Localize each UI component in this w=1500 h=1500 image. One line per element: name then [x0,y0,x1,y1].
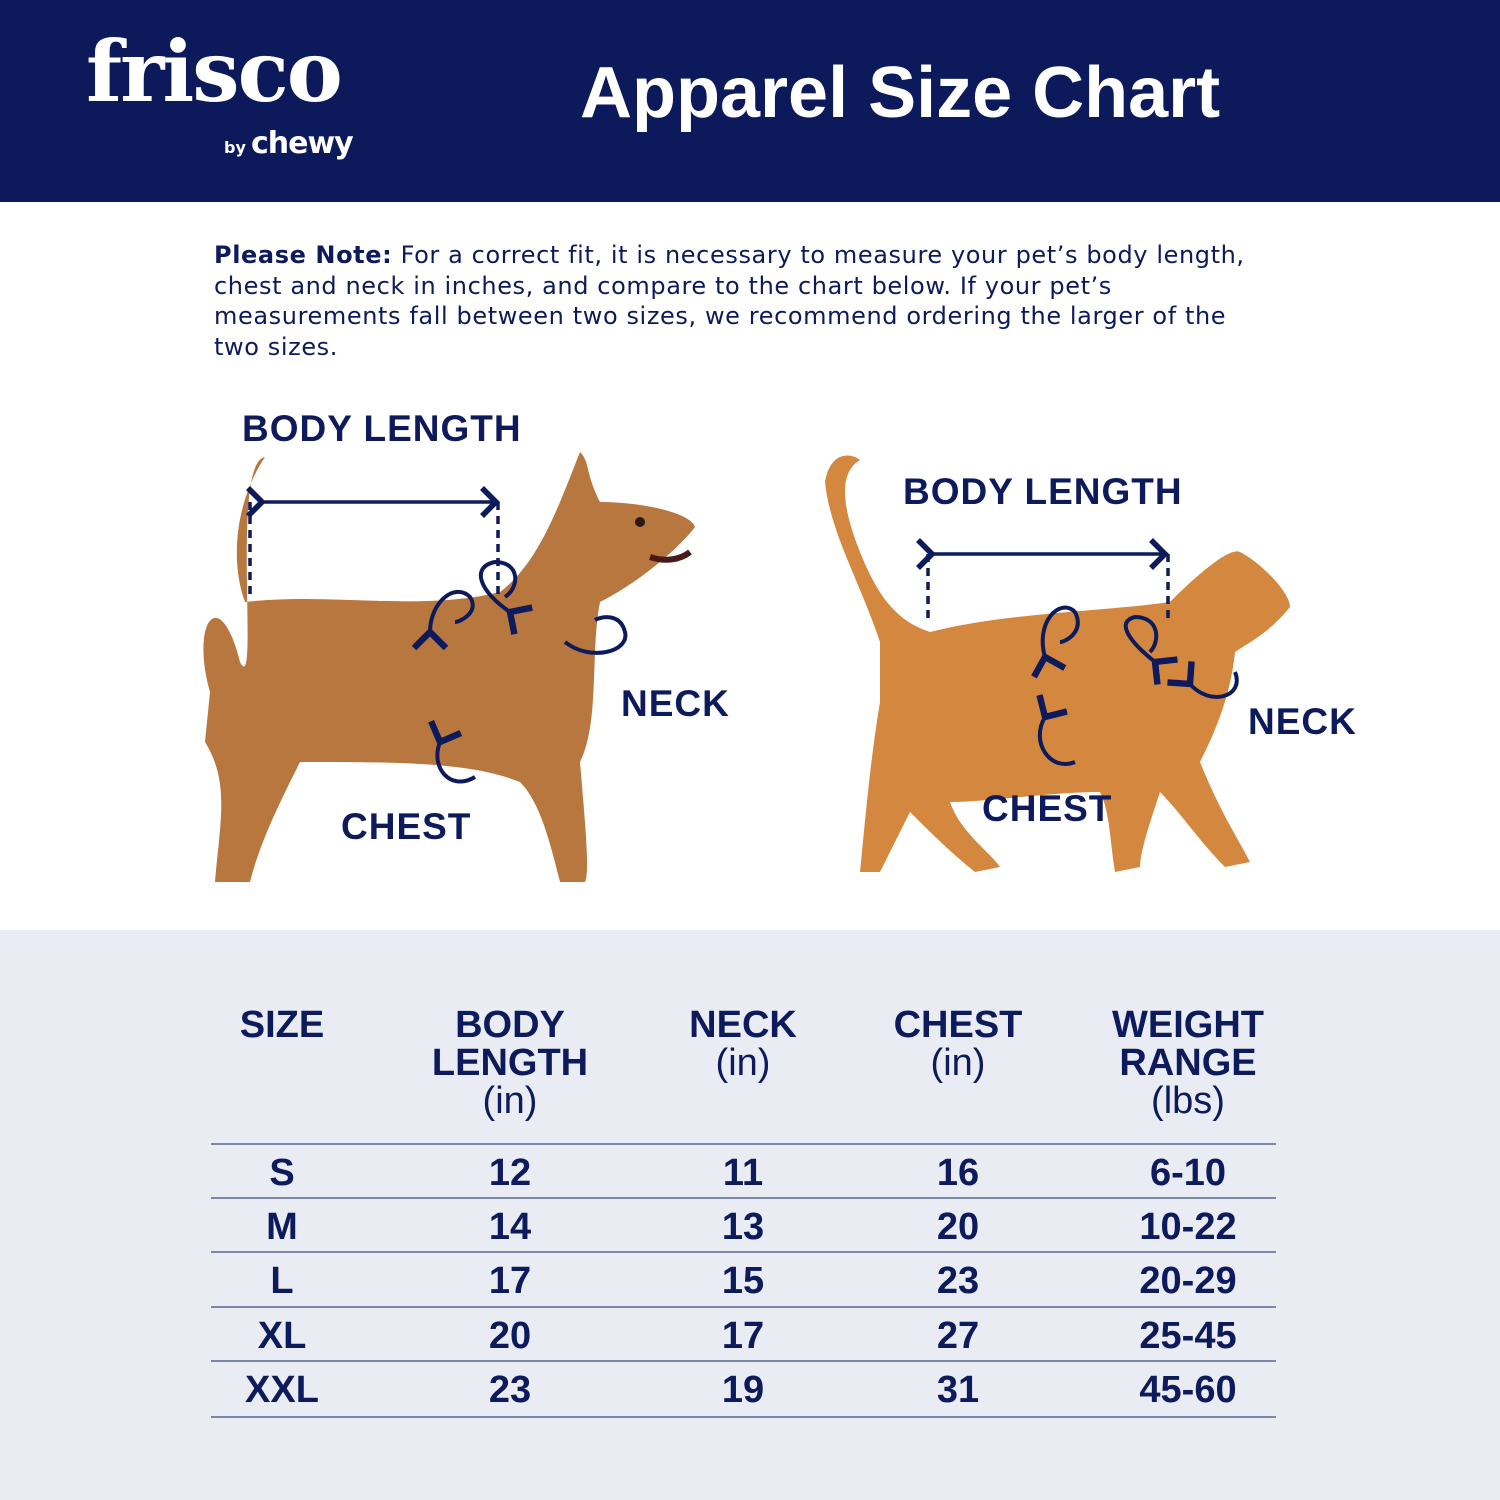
dog-body-length-arrow [246,486,500,597]
please-note: Please Note: For a correct fit, it is ne… [214,240,1264,362]
header-chest: CHEST (in) [893,1004,1023,1084]
cell-size: L [270,1260,294,1303]
cell-neck: 13 [721,1206,765,1249]
cat-neck-label: NECK [1248,701,1357,742]
cat-measure-loop-icons [1031,605,1239,766]
cell-weight-range: 20-29 [1139,1260,1237,1303]
header-banner: frisco by chewy Apparel Size Chart [0,0,1500,202]
note-text: For a correct fit, it is necessary to me… [214,241,1245,361]
cat-chest-label: CHEST [982,788,1113,829]
table-row: XXL 23 19 31 45-60 [211,1359,1276,1418]
cell-chest: 23 [936,1260,980,1303]
logo-chewy: chewy [250,126,354,161]
cell-chest: 16 [936,1152,980,1194]
measurement-illustration: BODY LENGTH NECK CHEST BODY LENGTH NECK … [0,202,1500,930]
header-weight-range: WEIGHT RANGE (lbs) [1112,1004,1264,1122]
cat-body-length-arrow [916,538,1170,622]
cell-neck: 19 [721,1368,765,1411]
cell-weight-range: 10-22 [1139,1206,1237,1249]
cell-body-length: 23 [488,1368,532,1411]
dog-image [203,452,695,882]
dog-chest-label: CHEST [341,806,472,847]
table-row: S 12 11 16 6-10 [211,1143,1276,1199]
cell-size: XL [257,1314,307,1357]
logo-wordmark: frisco [86,22,343,121]
cell-chest: 27 [936,1314,980,1357]
header-size: SIZE [239,1004,325,1046]
frisco-logo: frisco by chewy [86,22,354,162]
table-row: XL 20 17 27 25-45 [211,1305,1276,1362]
cell-body-length: 14 [488,1206,532,1249]
pets-illustration [203,452,1290,882]
cell-weight-range: 6-10 [1149,1152,1227,1194]
cell-body-length: 20 [488,1314,532,1357]
logo-byline: by chewy [224,126,354,161]
size-table: SIZE BODY LENGTH (in) NECK (in) CHEST (in) … [0,930,1500,1500]
cell-size: S [269,1152,295,1194]
page-title: Apparel Size Chart [580,53,1221,133]
header-neck: NECK (in) [689,1004,797,1084]
cell-size: XXL [245,1368,319,1411]
cell-neck: 15 [721,1260,765,1303]
cell-weight-range: 25-45 [1139,1314,1237,1357]
cell-body-length: 12 [488,1152,532,1194]
cell-neck: 17 [721,1314,765,1357]
dog-body-length-label: BODY LENGTH [242,408,522,449]
dog-measure-loop-icons [411,559,628,784]
cell-body-length: 17 [488,1260,532,1303]
note-label: Please Note: [214,241,393,269]
logo-by: by [224,138,246,157]
cell-chest: 31 [936,1368,980,1411]
cell-neck: 11 [722,1152,764,1194]
cell-size: M [266,1206,298,1249]
cat-body-length-label: BODY LENGTH [903,471,1183,512]
cell-chest: 20 [936,1206,980,1249]
dog-neck-label: NECK [621,683,730,724]
cell-weight-range: 45-60 [1139,1368,1237,1411]
header-body-length: BODY LENGTH (in) [431,1004,589,1122]
table-row: M 14 13 20 10-22 [211,1197,1276,1253]
table-row: L 17 15 23 20-29 [211,1251,1276,1307]
